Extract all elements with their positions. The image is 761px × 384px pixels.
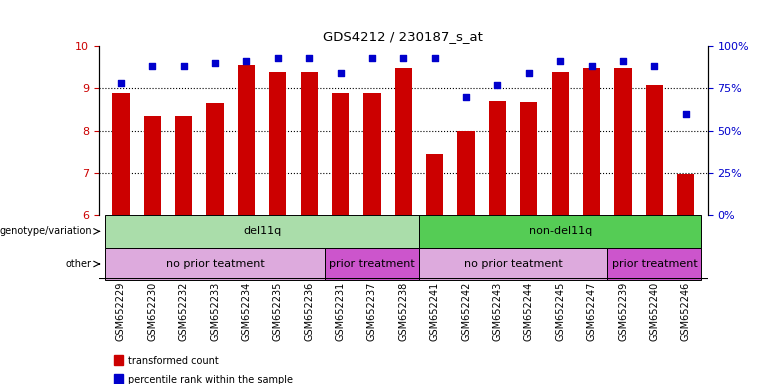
Bar [489, 101, 506, 215]
Text: GSM652242: GSM652242 [461, 282, 471, 341]
Title: GDS4212 / 230187_s_at: GDS4212 / 230187_s_at [323, 30, 483, 43]
Text: GSM652229: GSM652229 [116, 282, 126, 341]
Bar [105, 248, 325, 280]
Point [303, 55, 315, 61]
Bar [332, 93, 349, 215]
Bar [614, 68, 632, 215]
Point [492, 82, 504, 88]
Text: GSM652233: GSM652233 [210, 282, 220, 341]
Point [146, 63, 158, 70]
Text: transformed count: transformed count [128, 356, 218, 366]
Text: non-del11q: non-del11q [529, 226, 592, 237]
Text: no prior teatment: no prior teatment [463, 259, 562, 269]
Text: GSM652236: GSM652236 [304, 282, 314, 341]
Point [115, 80, 127, 86]
Bar [237, 65, 255, 215]
Text: GSM652243: GSM652243 [492, 282, 502, 341]
Bar [419, 248, 607, 280]
Text: GSM652246: GSM652246 [681, 282, 691, 341]
Text: prior treatment: prior treatment [612, 259, 697, 269]
Point [680, 111, 692, 117]
Bar [269, 72, 286, 215]
Bar [521, 102, 537, 215]
Bar [583, 68, 600, 215]
Bar [426, 154, 444, 215]
Point [209, 60, 221, 66]
Text: GSM652240: GSM652240 [649, 282, 659, 341]
Bar [607, 248, 702, 280]
Text: GSM652241: GSM652241 [430, 282, 440, 341]
Bar [457, 131, 475, 215]
Bar [325, 248, 419, 280]
Point [648, 63, 661, 70]
Bar [206, 103, 224, 215]
Bar [113, 93, 129, 215]
Text: GSM652237: GSM652237 [367, 282, 377, 341]
Point [554, 58, 566, 65]
Bar [175, 116, 193, 215]
Bar [301, 72, 318, 215]
Point [428, 55, 441, 61]
Text: percentile rank within the sample: percentile rank within the sample [128, 375, 293, 384]
Bar [552, 72, 569, 215]
Bar [677, 174, 694, 215]
Text: GSM652230: GSM652230 [148, 282, 158, 341]
Bar [105, 215, 419, 248]
Text: GSM652232: GSM652232 [179, 282, 189, 341]
Text: GSM652245: GSM652245 [556, 282, 565, 341]
Point [335, 70, 347, 76]
Point [177, 63, 189, 70]
Point [585, 63, 597, 70]
Text: GSM652244: GSM652244 [524, 282, 534, 341]
Text: genotype/variation: genotype/variation [0, 226, 92, 237]
Point [397, 55, 409, 61]
Text: del11q: del11q [243, 226, 282, 237]
Text: other: other [66, 259, 92, 269]
Point [617, 58, 629, 65]
Bar [395, 68, 412, 215]
Point [240, 58, 253, 65]
Point [460, 94, 472, 100]
Bar [144, 116, 161, 215]
Point [272, 55, 284, 61]
Text: no prior teatment: no prior teatment [166, 259, 264, 269]
Text: GSM652231: GSM652231 [336, 282, 345, 341]
Text: GSM652238: GSM652238 [398, 282, 409, 341]
Bar [419, 215, 702, 248]
Point [366, 55, 378, 61]
Text: GSM652235: GSM652235 [272, 282, 283, 341]
Text: GSM652247: GSM652247 [587, 282, 597, 341]
Text: GSM652239: GSM652239 [618, 282, 628, 341]
Text: prior treatment: prior treatment [329, 259, 415, 269]
Point [523, 70, 535, 76]
Bar [646, 85, 663, 215]
Bar [363, 93, 380, 215]
Text: GSM652234: GSM652234 [241, 282, 251, 341]
